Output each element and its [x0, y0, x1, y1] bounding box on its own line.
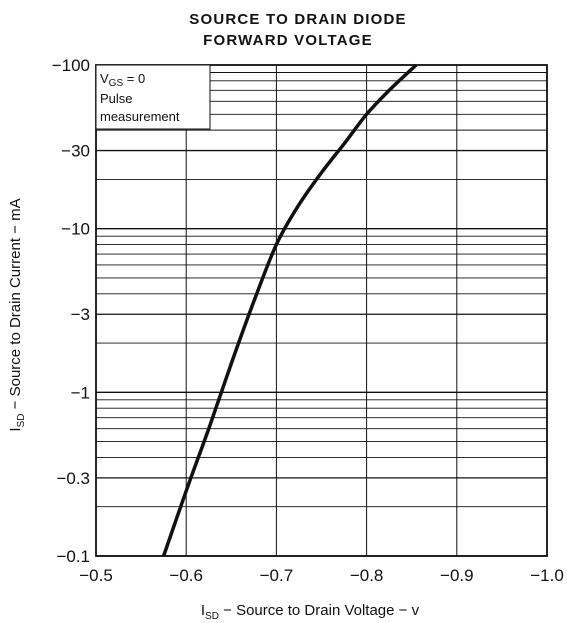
annotation-line-3: measurement: [100, 109, 180, 124]
x-tick-labels: −0.5 −0.6 −0.7 −0.8 −0.9 −1.0: [79, 566, 564, 585]
x-tick-label: −0.5: [79, 566, 113, 585]
annotation-vgs-main: V: [100, 71, 109, 86]
annotation-background: [95, 64, 211, 130]
y-tick-label: −100: [52, 56, 90, 75]
y-axis-label: ISD − Source to Drain Current − mA: [7, 198, 27, 431]
annotation-vgs-sub: GS: [109, 78, 124, 89]
y-axis-label-sub: SD: [16, 414, 27, 428]
plot-border: [95, 64, 548, 557]
x-axis-label-main: I: [201, 602, 205, 619]
annotation-vgs-rest: = 0: [123, 71, 145, 86]
x-axis-label-rest: − Source to Drain Voltage − v: [219, 602, 420, 619]
x-axis-label-sub: SD: [205, 611, 219, 622]
y-tick-label: −0.1: [56, 547, 90, 566]
y-tick-label: −30: [61, 142, 90, 161]
series-line: [161, 63, 418, 557]
y-tick-label: −10: [61, 220, 90, 239]
annotation-box: VGS = 0 Pulse measurement: [95, 64, 211, 130]
annotation-line-1: VGS = 0: [100, 71, 145, 89]
y-tick-labels: −0.1 −0.3 −1 −3 −10 −30 −100: [52, 56, 90, 566]
grid: [95, 65, 548, 557]
annotation-line-2: Pulse: [100, 91, 133, 106]
x-tick-label: −0.6: [169, 566, 203, 585]
x-tick-label: −0.7: [260, 566, 294, 585]
x-tick-label: −0.9: [440, 566, 474, 585]
y-axis-label-main: I: [7, 427, 24, 431]
x-axis-label: ISD − Source to Drain Voltage − v: [201, 602, 420, 622]
y-tick-label: −3: [71, 305, 90, 324]
plot-frame: [95, 64, 548, 557]
y-axis-label-rest: − Source to Drain Current − mA: [7, 198, 24, 413]
y-tick-label: −0.3: [56, 469, 90, 488]
chart-title-line-2: FORWARD VOLTAGE: [203, 32, 373, 49]
x-tick-label: −0.8: [350, 566, 384, 585]
y-tick-label: −1: [71, 383, 90, 402]
chart-title-line-1: SOURCE TO DRAIN DIODE: [189, 11, 406, 28]
x-tick-label: −1.0: [530, 566, 564, 585]
